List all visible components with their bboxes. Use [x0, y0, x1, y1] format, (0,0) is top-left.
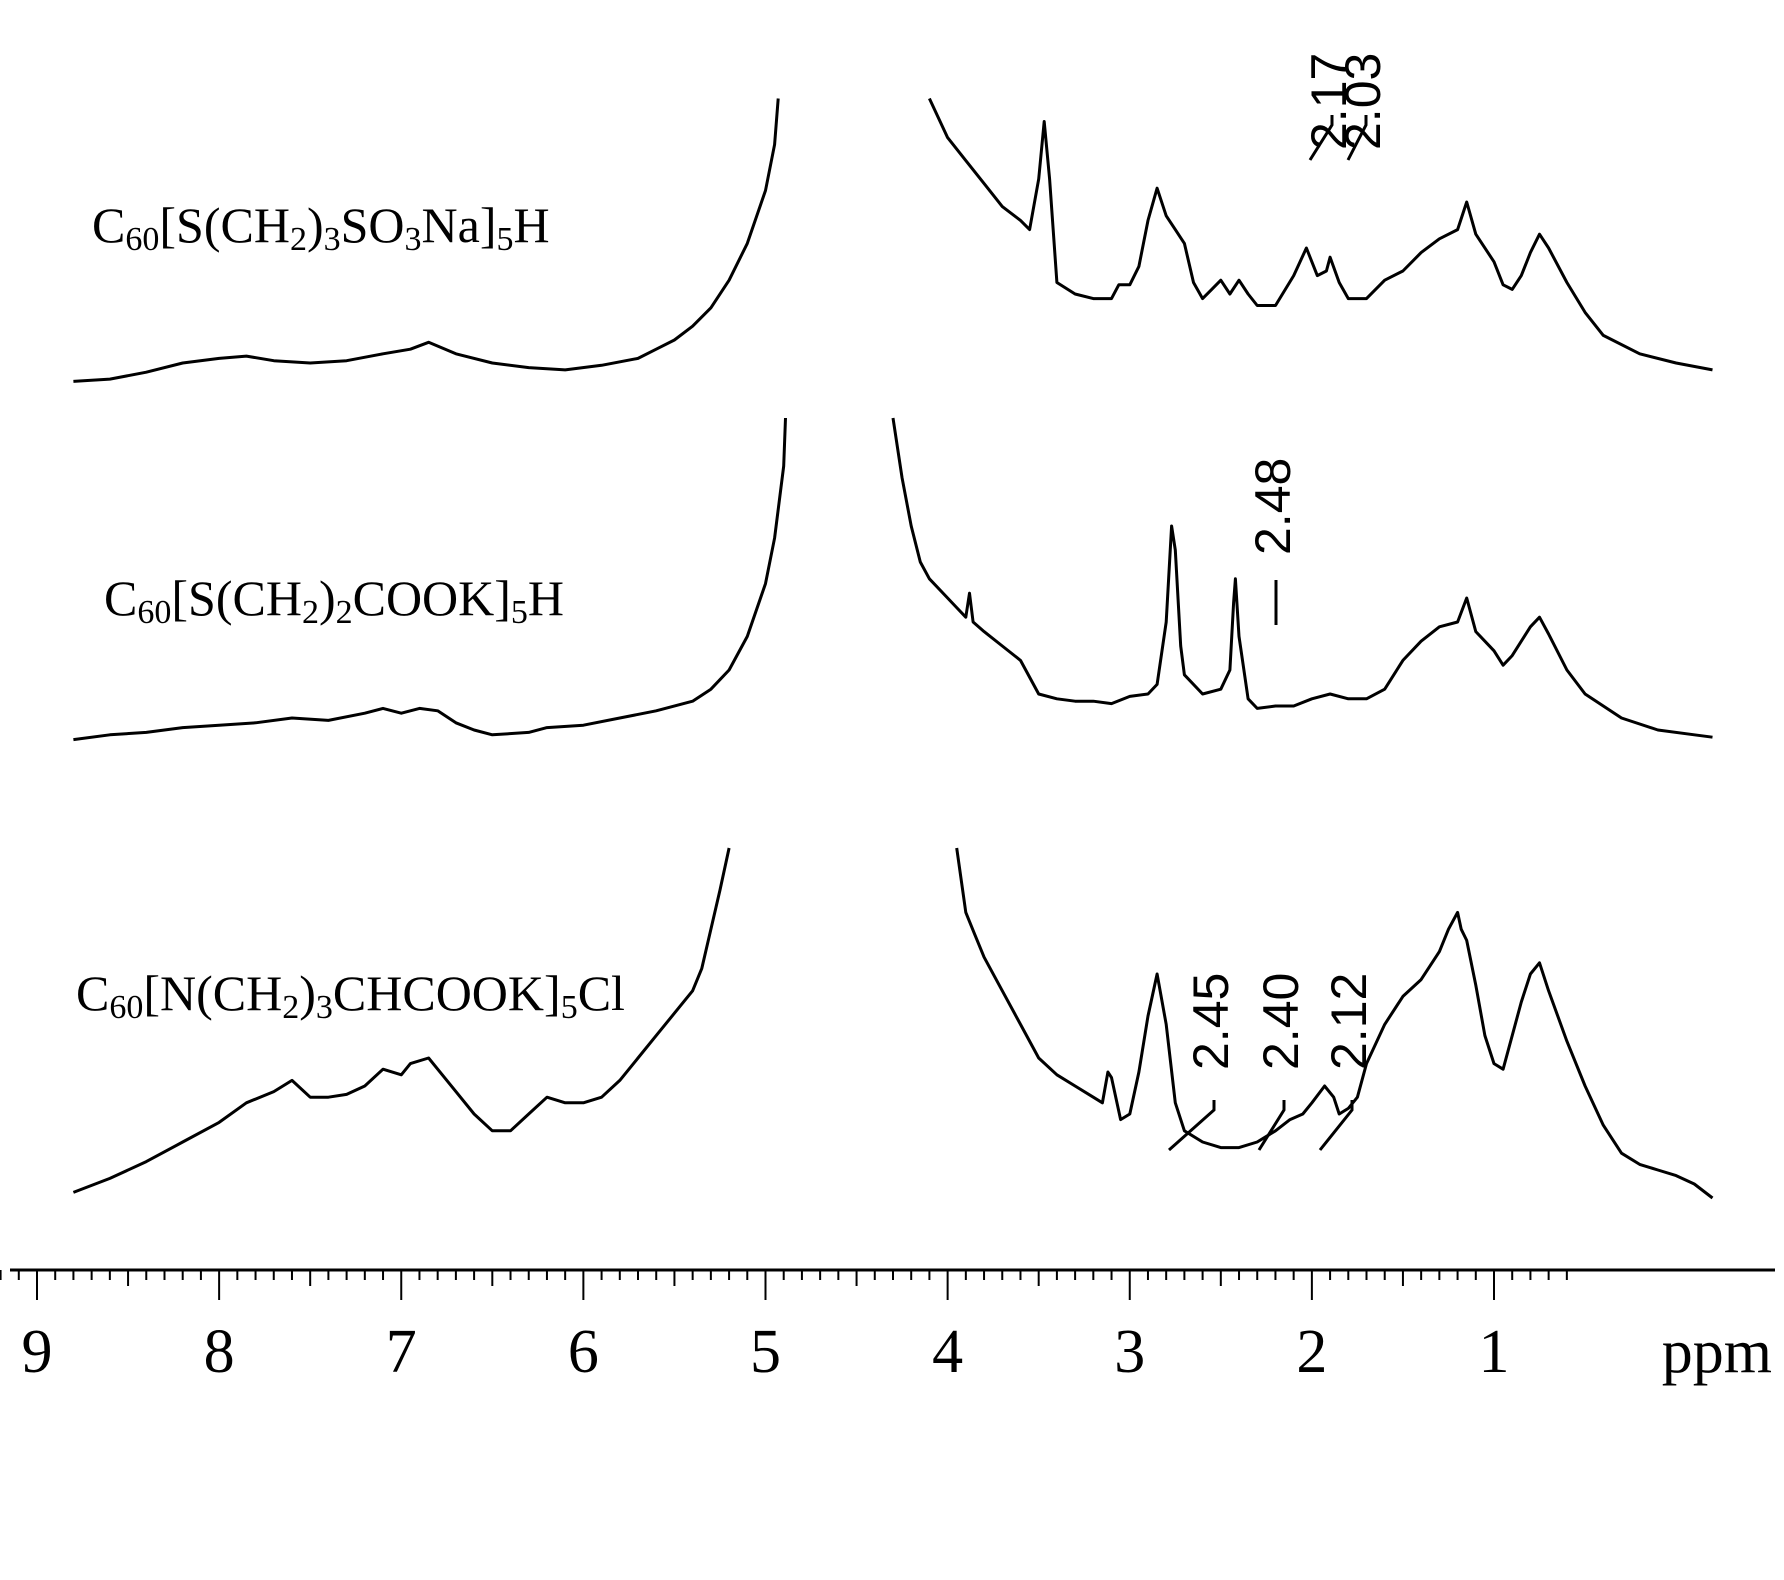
spectrum-trace-1-segment-2: [928, 97, 1713, 372]
tick-label-5: 5: [750, 1318, 781, 1386]
tick-label-6: 6: [568, 1318, 599, 1386]
peak-leader-line-2-40: [1257, 1100, 1286, 1151]
tick-label-1: 1: [1479, 1318, 1510, 1386]
spectrum-trace-3-segment-1: [72, 847, 731, 1194]
spectrum-trace-2-segment-1: [73, 417, 787, 742]
series-label-3: C60[N(CH2)3CHCOOK]5Cl: [76, 965, 625, 1026]
peak-leader-line-2-03: [1346, 115, 1368, 161]
series-label-2: C60[S(CH2)2COOK]5H: [104, 570, 564, 631]
x-axis: 9 8 7 6 5 4 3 2 1 ppm: [0, 1268, 1775, 1386]
tick-label-9: 9: [22, 1318, 53, 1386]
x-axis-unit-label: ppm: [1662, 1318, 1772, 1386]
spectrum-trace-3-segment-2: [955, 847, 1714, 1200]
tick-label-4: 4: [932, 1318, 963, 1386]
peak-leader-line-2-12: [1318, 1100, 1354, 1151]
spectrum-trace-1-segment-1: [73, 98, 780, 383]
spectrum-trace-2-segment-2: [891, 417, 1713, 739]
tick-label-3: 3: [1114, 1318, 1145, 1386]
spectrum-labels: C60[S(CH2)3SO3Na]5H C60[S(CH2)2COOK]5H C60…: [76, 197, 625, 1026]
peak-label-2-48: 2.48: [1245, 458, 1301, 555]
spectra-traces: [72, 97, 1714, 1200]
tick-label-8: 8: [204, 1318, 235, 1386]
peak-label-2-17: 2.17: [1301, 53, 1357, 150]
peak-leader-line-2-45: [1168, 1100, 1216, 1152]
peak-label-2-03: 2.03: [1335, 53, 1391, 150]
peak-annotations: 2.172.03 2.48 2.45 2.40 2.12: [1168, 53, 1391, 1152]
tick-label-7: 7: [386, 1318, 417, 1386]
peak-label-2-12: 2.12: [1321, 973, 1377, 1070]
peak-leader-line-2-17: [1308, 115, 1334, 161]
tick-label-2: 2: [1296, 1318, 1327, 1386]
peak-label-2-45: 2.45: [1183, 973, 1239, 1070]
peak-label-2-40: 2.40: [1253, 973, 1309, 1070]
series-label-1: C60[S(CH2)3SO3Na]5H: [92, 197, 550, 258]
